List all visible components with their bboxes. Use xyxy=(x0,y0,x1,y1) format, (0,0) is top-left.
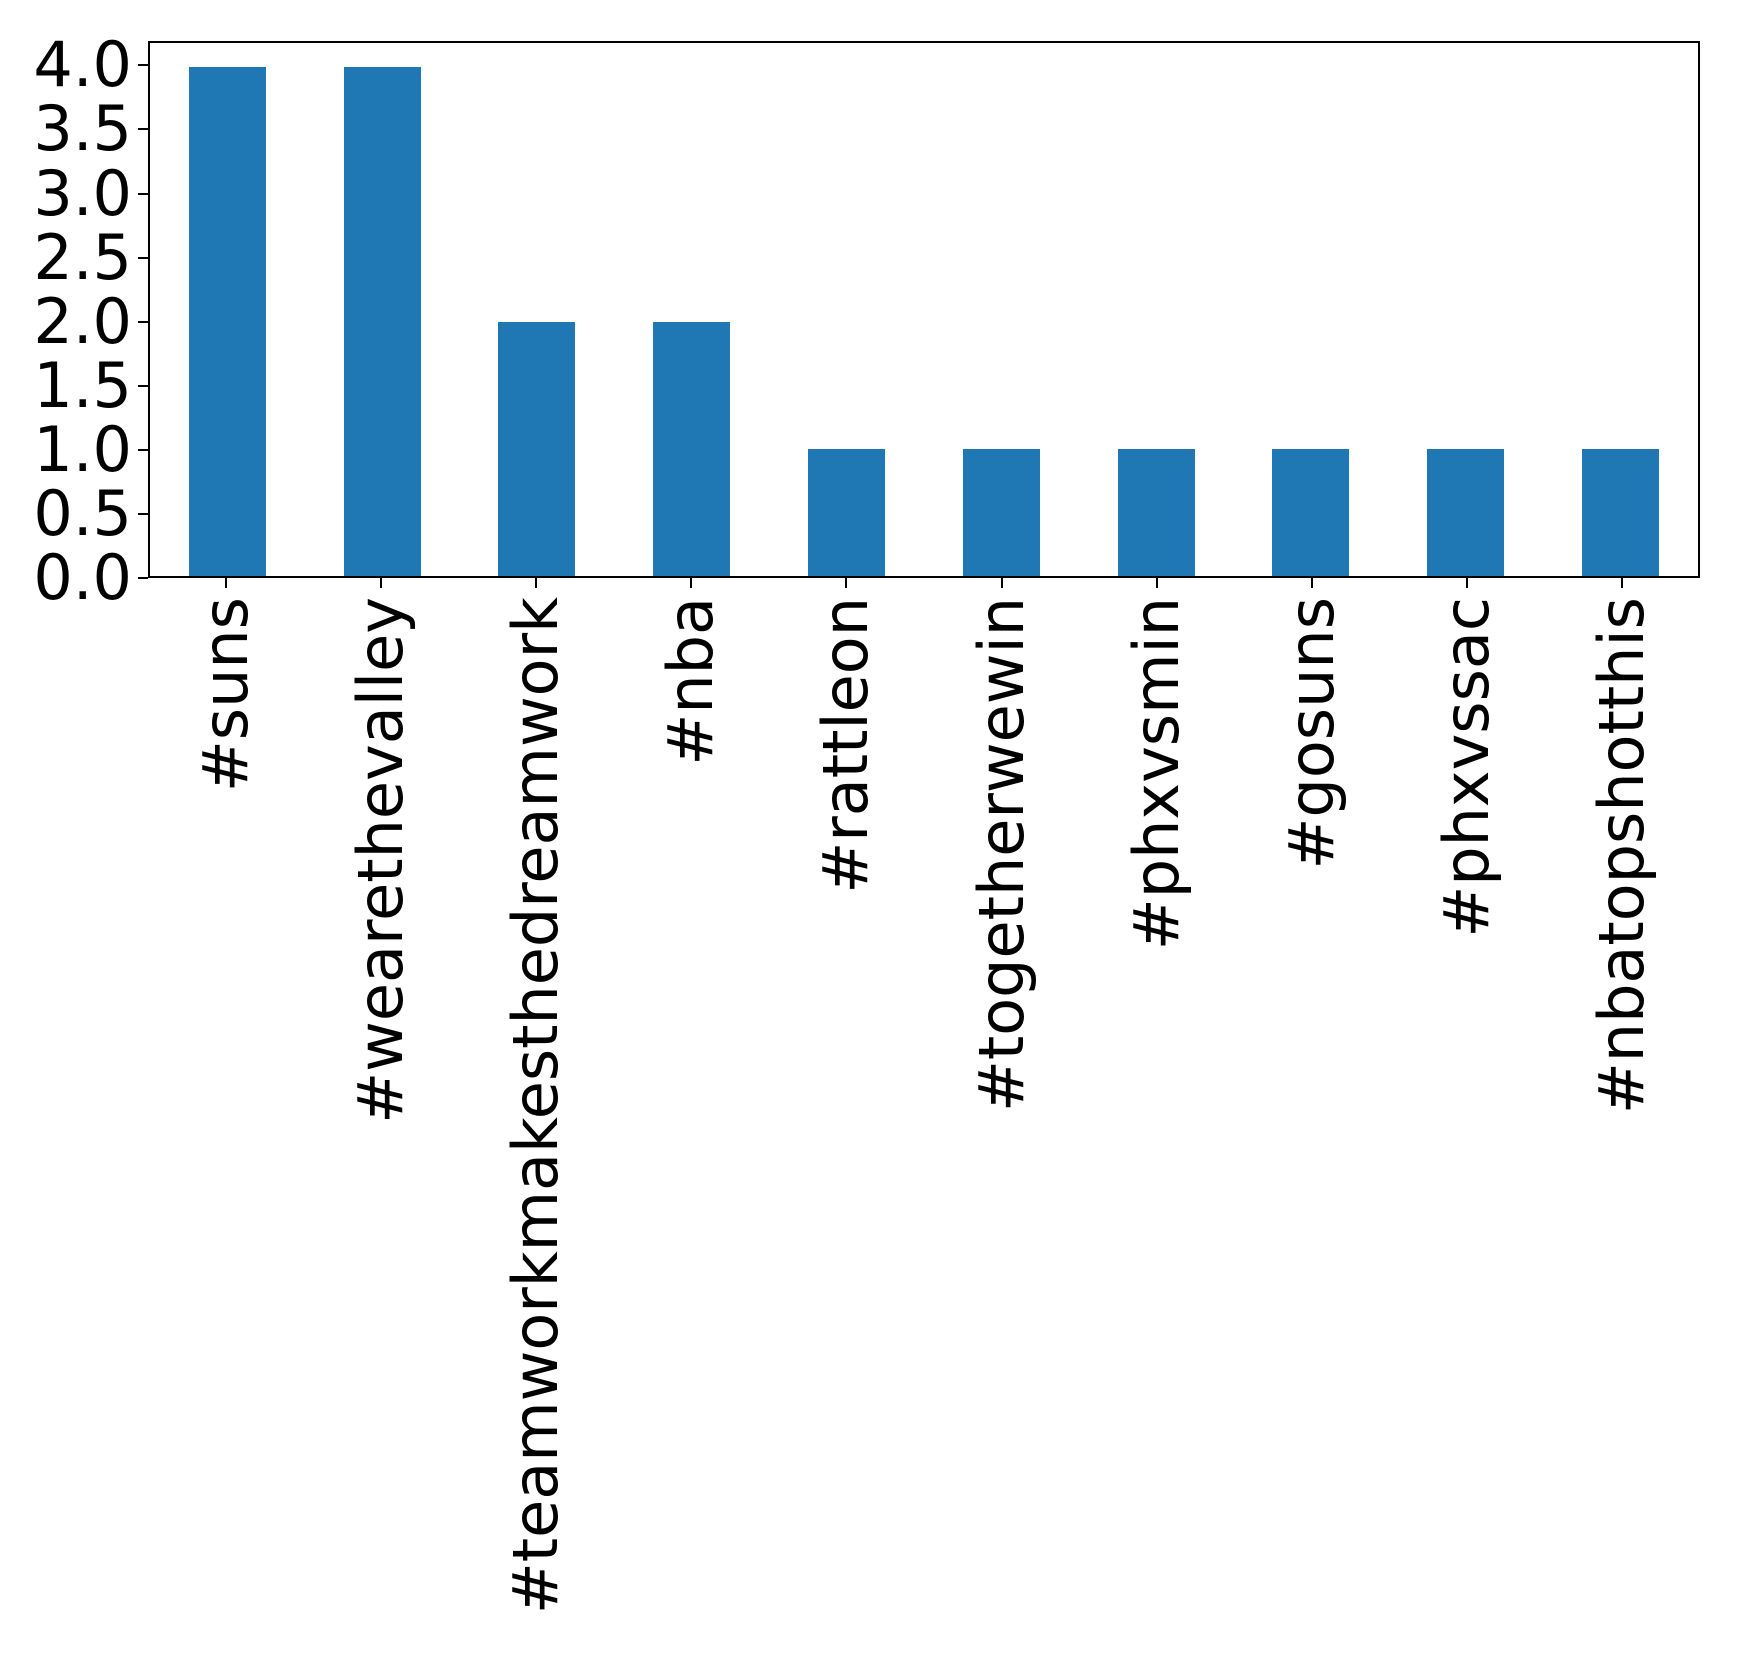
x-tick-cell: #suns xyxy=(148,578,303,1653)
y-tick-label: 3.5 xyxy=(33,92,132,166)
x-tick-mark xyxy=(1621,578,1624,588)
bar-cell xyxy=(305,43,460,576)
bar-suns xyxy=(188,67,266,576)
y-tick-label: 1.0 xyxy=(33,412,132,486)
x-tick-cell: #phxvssac xyxy=(1390,578,1545,1653)
x-tick-mark xyxy=(845,578,848,588)
x-tick-label: #teamworkmakesthedreamwork xyxy=(499,597,572,1615)
bar-cell xyxy=(460,43,615,576)
x-tick-label: #phxvssac xyxy=(1430,597,1504,938)
bar-cell xyxy=(150,43,305,576)
bar-nba xyxy=(653,321,731,576)
x-tick-cell: #gosuns xyxy=(1234,578,1389,1653)
x-tick-mark xyxy=(224,578,227,588)
bar-cell xyxy=(614,43,769,576)
y-tick-label: 1.5 xyxy=(33,348,132,422)
x-tick-cell: #nba xyxy=(614,578,769,1653)
y-tick-label: 0.0 xyxy=(33,541,132,614)
x-tick-cell: #phxvsmin xyxy=(1079,578,1234,1653)
y-tick-mark xyxy=(138,192,148,195)
bar-gosuns xyxy=(1272,448,1350,576)
bar-rattleon xyxy=(808,448,886,576)
x-tick-label: #phxvsmin xyxy=(1119,597,1193,951)
bar-cell xyxy=(924,43,1079,576)
y-tick-mark xyxy=(138,384,148,387)
x-tick-label: #nba xyxy=(654,597,728,766)
plot-area xyxy=(148,41,1700,578)
bar-cell xyxy=(1543,43,1698,576)
bar-cell xyxy=(1388,43,1543,576)
bar-nbatopshotthis xyxy=(1582,448,1660,576)
y-tick-label: 2.5 xyxy=(33,220,132,294)
y-tick-mark xyxy=(138,256,148,259)
y-tick-label: 2.0 xyxy=(33,284,132,358)
x-tick-label: #wearethevalley xyxy=(343,597,417,1124)
y-tick-mark xyxy=(138,64,148,67)
x-tick-label: #suns xyxy=(188,597,262,793)
x-tick-label: #gosuns xyxy=(1275,597,1349,870)
bar-cell xyxy=(769,43,924,576)
y-axis: 4.0 3.5 3.0 2.5 2.0 1.5 1.0 0.5 0.0 xyxy=(0,34,148,609)
bar-teamworkmakesthedreamwork xyxy=(498,321,576,576)
x-axis: #suns #wearethevalley #teamworkmakesthedre… xyxy=(148,578,1700,1653)
bar-phxvsmin xyxy=(1117,448,1195,576)
bar-wearethevalley xyxy=(343,67,421,576)
bar-togetherwewin xyxy=(962,448,1040,576)
x-tick-label: #rattleon xyxy=(809,597,883,894)
y-tick-label: 3.0 xyxy=(33,156,132,230)
x-tick-mark xyxy=(1155,578,1158,588)
y-tick-mark xyxy=(138,577,148,579)
y-tick-mark xyxy=(138,448,148,451)
x-tick-mark xyxy=(1000,578,1003,588)
x-tick-label: #nbatopshotthis xyxy=(1585,597,1659,1115)
y-tick-label: 4.0 xyxy=(33,28,132,102)
bar-phxvssac xyxy=(1427,448,1505,576)
y-tick-label: 0.5 xyxy=(33,476,132,550)
x-tick-mark xyxy=(1466,578,1469,588)
bar-cell xyxy=(1234,43,1389,576)
y-tick-mark xyxy=(138,128,148,131)
x-tick-mark xyxy=(379,578,382,588)
x-tick-mark xyxy=(535,578,537,588)
y-tick-mark xyxy=(138,512,148,515)
x-tick-cell: #wearethevalley xyxy=(303,578,458,1653)
y-tick-mark xyxy=(138,320,148,323)
x-tick-cell: #togetherwewin xyxy=(924,578,1079,1653)
x-tick-label: #togetherwewin xyxy=(964,597,1038,1113)
x-tick-mark xyxy=(1311,578,1314,588)
x-tick-cell: #rattleon xyxy=(769,578,924,1653)
x-tick-cell: #nbatopshotthis xyxy=(1545,578,1700,1653)
bar-cell xyxy=(1079,43,1234,576)
x-tick-mark xyxy=(690,578,693,588)
x-tick-cell: #teamworkmakesthedreamwork xyxy=(458,578,613,1653)
